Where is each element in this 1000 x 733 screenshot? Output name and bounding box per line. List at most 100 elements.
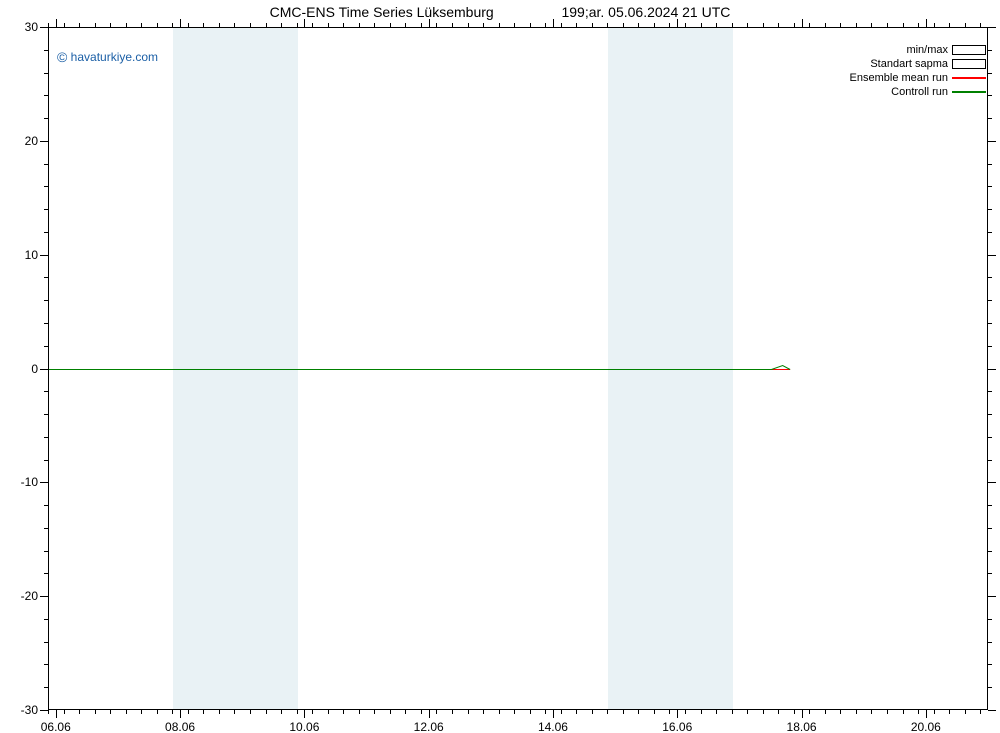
axis-tick [44,232,48,233]
axis-tick [856,23,857,27]
axis-tick [436,23,437,27]
axis-tick [499,23,500,27]
legend-item: Standart sapma [850,57,986,71]
axis-tick [988,27,996,28]
axis-tick [988,73,992,74]
axis-tick [654,23,655,27]
axis-tick [903,23,904,27]
axis-tick [95,23,96,27]
axis-tick [988,414,992,415]
axis-tick [343,23,344,27]
axis-tick [840,23,841,27]
axis-tick [44,73,48,74]
axis-tick [871,23,872,27]
axis-tick [44,209,48,210]
axis-tick [44,118,48,119]
axis-tick [343,710,344,714]
axis-tick [499,710,500,714]
axis-tick [359,23,360,27]
axis-tick [871,710,872,714]
axis-tick [794,710,795,714]
x-tick-label: 10.06 [289,720,319,733]
axis-tick [44,391,48,392]
axis-tick [638,23,639,27]
axis-tick [530,23,531,27]
axis-tick [840,710,841,714]
axis-tick [40,255,48,256]
axis-tick [390,23,391,27]
axis-tick [716,710,717,714]
axis-tick [988,551,992,552]
axis-tick [44,642,48,643]
axis-tick [553,710,554,718]
axis-tick [44,551,48,552]
axis-tick [949,23,950,27]
axis-tick [988,141,996,142]
axis-tick [763,23,764,27]
axis-tick [701,23,702,27]
axis-tick [304,19,305,27]
axis-tick [988,164,992,165]
axis-tick [716,23,717,27]
axis-tick [157,23,158,27]
legend-swatch [952,87,986,97]
axis-tick [747,710,748,714]
axis-tick [514,710,515,714]
axis-tick [44,528,48,529]
y-tick-label: 30 [8,20,38,34]
axis-tick [429,710,430,718]
watermark: © havaturkiye.com [57,49,158,65]
axis-tick [778,23,779,27]
axis-tick [468,710,469,714]
y-tick-label: 10 [8,248,38,262]
axis-tick [64,710,65,714]
axis-tick [553,19,554,27]
axis-tick [452,710,453,714]
axis-tick [576,710,577,714]
axis-tick [685,710,686,714]
axis-tick [677,710,678,718]
axis-tick [623,23,624,27]
axis-tick [40,482,48,483]
controll-run-line [49,366,790,370]
y-tick-label: -20 [8,589,38,603]
axis-tick [44,573,48,574]
watermark-text: havaturkiye.com [71,50,158,64]
axis-tick [203,710,204,714]
axis-tick [483,710,484,714]
axis-tick [530,710,531,714]
axis-tick [934,23,935,27]
axis-tick [126,710,127,714]
axis-tick [732,710,733,714]
axis-tick [887,23,888,27]
axis-tick [79,23,80,27]
axis-tick [988,664,992,665]
legend: min/maxStandart sapmaEnsemble mean runCo… [850,43,986,99]
axis-tick [988,710,996,711]
axis-tick [48,23,49,27]
title-right: 199;ar. 05.06.2024 21 UTC [561,4,730,20]
axis-tick [988,118,992,119]
axis-tick [918,710,919,714]
chart-container: CMC-ENS Time Series Lüksemburg 199;ar. 0… [0,0,1000,733]
axis-tick [44,687,48,688]
x-tick-label: 14.06 [538,720,568,733]
axis-tick [802,710,803,718]
axis-tick [903,710,904,714]
axis-tick [988,300,992,301]
axis-tick [732,23,733,27]
x-tick-label: 18.06 [787,720,817,733]
axis-tick [44,95,48,96]
axis-tick [825,710,826,714]
axis-tick [405,710,406,714]
axis-tick [44,300,48,301]
axis-tick [40,141,48,142]
axis-tick [79,710,80,714]
axis-tick [436,710,437,714]
axis-tick [266,710,267,714]
axis-tick [545,23,546,27]
legend-item: Controll run [850,85,986,99]
axis-tick [794,23,795,27]
x-tick-label: 06.06 [41,720,71,733]
legend-swatch [952,59,986,69]
